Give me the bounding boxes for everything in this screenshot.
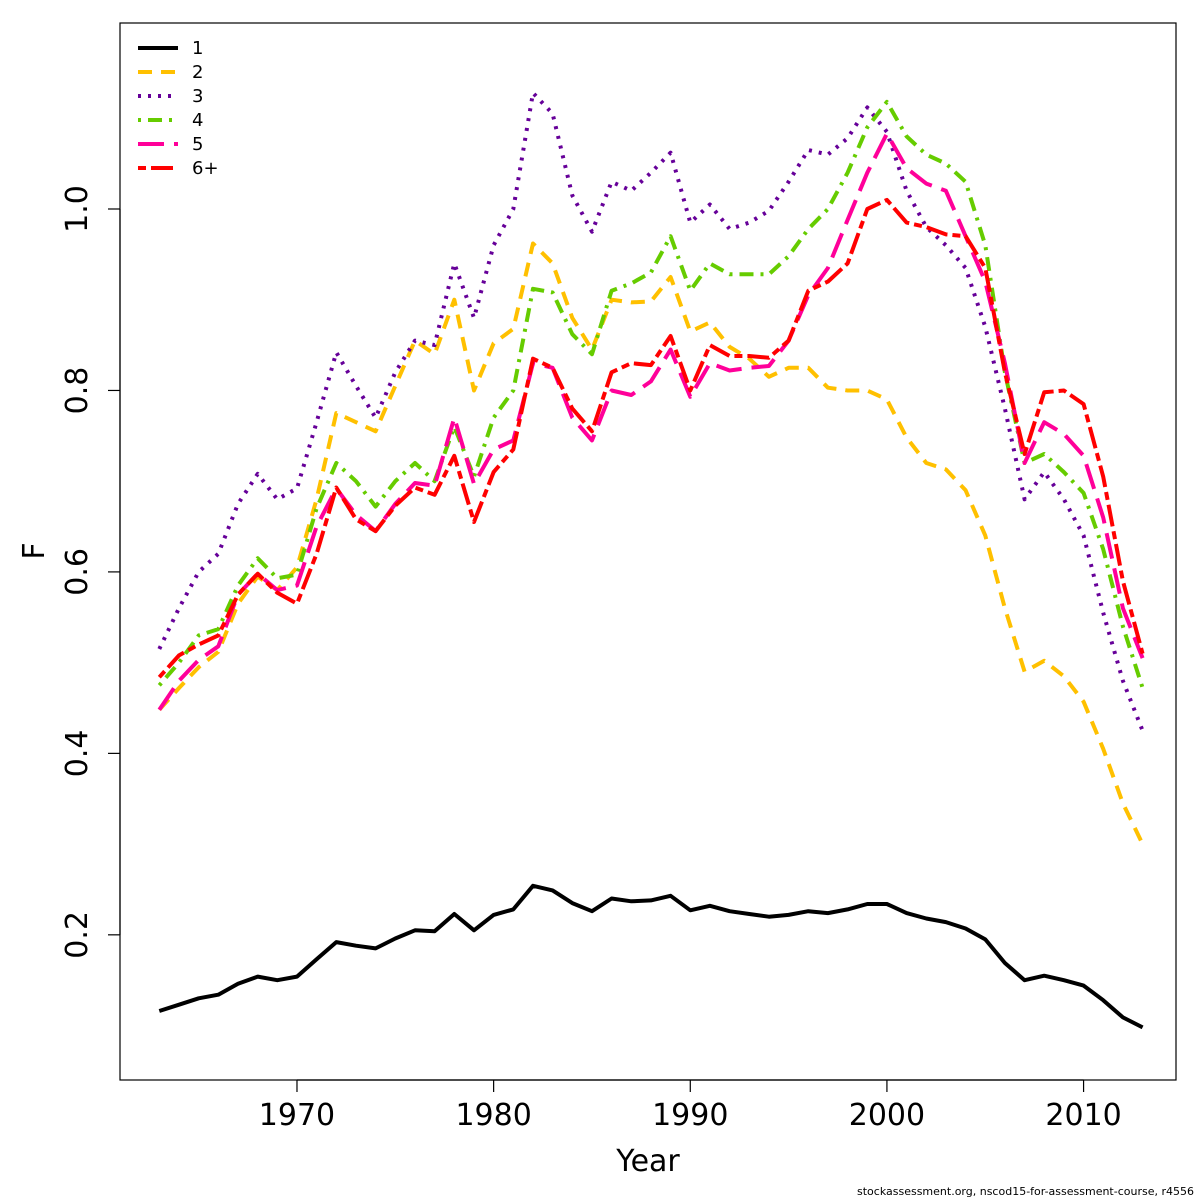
legend: 1 2 3 4 5 6+ xyxy=(138,38,219,179)
x-axis: 1970 1980 1990 2000 2010 xyxy=(259,1079,1122,1133)
legend-label: 4 xyxy=(192,110,203,131)
legend-label: 1 xyxy=(192,38,203,59)
y-tick-label: 1.0 xyxy=(60,185,95,233)
y-tick-label: 0.4 xyxy=(60,730,95,778)
legend-label: 2 xyxy=(192,62,203,83)
y-tick-label: 0.8 xyxy=(60,367,95,415)
y-tick-label: 0.6 xyxy=(60,548,95,596)
series-layer xyxy=(157,90,1145,1030)
footnote: stockassessment.org, nscod15-for-assessm… xyxy=(857,1185,1194,1198)
x-tick-label: 2010 xyxy=(1045,1098,1121,1133)
series-line-3 xyxy=(157,90,1145,732)
plot-area-frame xyxy=(119,22,1177,1081)
x-tick-label: 1980 xyxy=(455,1098,531,1133)
legend-label: 3 xyxy=(192,86,203,107)
series-line-5 xyxy=(157,131,1145,711)
series-line-2 xyxy=(157,241,1145,845)
x-tick-label: 2000 xyxy=(849,1098,925,1133)
y-tick-label: 0.2 xyxy=(60,911,95,959)
y-axis-title: F xyxy=(17,542,52,559)
x-tick-label: 1970 xyxy=(259,1098,335,1133)
y-axis: 0.2 0.4 0.6 0.8 1.0 xyxy=(60,185,121,959)
legend-label: 6+ xyxy=(192,158,219,179)
series-line-6-plus xyxy=(157,197,1145,679)
x-tick-label: 1990 xyxy=(652,1098,728,1133)
x-axis-title: Year xyxy=(615,1144,680,1179)
legend-label: 5 xyxy=(192,134,203,155)
series-line-4 xyxy=(157,99,1145,689)
series-line-1 xyxy=(158,883,1144,1030)
